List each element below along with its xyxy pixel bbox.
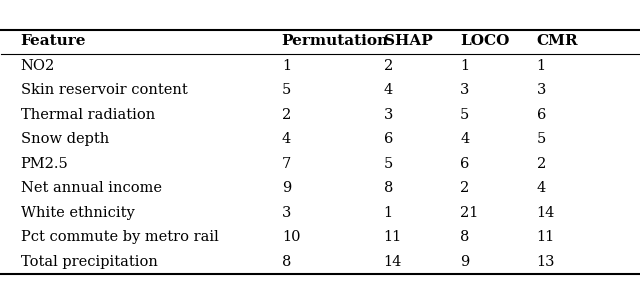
Text: Feature: Feature — [20, 34, 86, 47]
Text: 9: 9 — [460, 255, 469, 269]
Text: 5: 5 — [537, 132, 546, 146]
Text: PM2.5: PM2.5 — [20, 157, 68, 171]
Text: 6: 6 — [460, 157, 470, 171]
Text: 1: 1 — [537, 59, 546, 73]
Text: 2: 2 — [460, 181, 469, 195]
Text: 8: 8 — [282, 255, 291, 269]
Text: 6: 6 — [384, 132, 393, 146]
Text: Permutation: Permutation — [282, 34, 389, 47]
Text: 2: 2 — [537, 157, 546, 171]
Text: 13: 13 — [537, 255, 555, 269]
Text: 5: 5 — [460, 108, 469, 122]
Text: 11: 11 — [384, 230, 402, 244]
Text: 10: 10 — [282, 230, 300, 244]
Text: CMR: CMR — [537, 34, 579, 47]
Text: 4: 4 — [537, 181, 546, 195]
Text: 2: 2 — [282, 108, 291, 122]
Text: 7: 7 — [282, 157, 291, 171]
Text: Skin reservoir content: Skin reservoir content — [20, 84, 188, 97]
Text: 3: 3 — [537, 84, 546, 97]
Text: 3: 3 — [282, 206, 291, 220]
Text: 1: 1 — [282, 59, 291, 73]
Text: LOCO: LOCO — [460, 34, 509, 47]
Text: NO2: NO2 — [20, 59, 55, 73]
Text: 14: 14 — [384, 255, 402, 269]
Text: 21: 21 — [460, 206, 479, 220]
Text: 6: 6 — [537, 108, 546, 122]
Text: 1: 1 — [460, 59, 469, 73]
Text: Net annual income: Net annual income — [20, 181, 161, 195]
Text: Thermal radiation: Thermal radiation — [20, 108, 155, 122]
Text: 1: 1 — [384, 206, 393, 220]
Text: Snow depth: Snow depth — [20, 132, 109, 146]
Text: Pct commute by metro rail: Pct commute by metro rail — [20, 230, 218, 244]
Text: 5: 5 — [282, 84, 291, 97]
Text: Total precipitation: Total precipitation — [20, 255, 157, 269]
Text: 14: 14 — [537, 206, 555, 220]
Text: 4: 4 — [460, 132, 469, 146]
Text: 8: 8 — [460, 230, 470, 244]
Text: 11: 11 — [537, 230, 555, 244]
Text: 5: 5 — [384, 157, 393, 171]
Text: 8: 8 — [384, 181, 393, 195]
Text: 2: 2 — [384, 59, 393, 73]
Text: SHAP: SHAP — [384, 34, 433, 47]
Text: 4: 4 — [282, 132, 291, 146]
Text: 3: 3 — [460, 84, 470, 97]
Text: 4: 4 — [384, 84, 393, 97]
Text: 9: 9 — [282, 181, 291, 195]
Text: 3: 3 — [384, 108, 393, 122]
Text: White ethnicity: White ethnicity — [20, 206, 134, 220]
